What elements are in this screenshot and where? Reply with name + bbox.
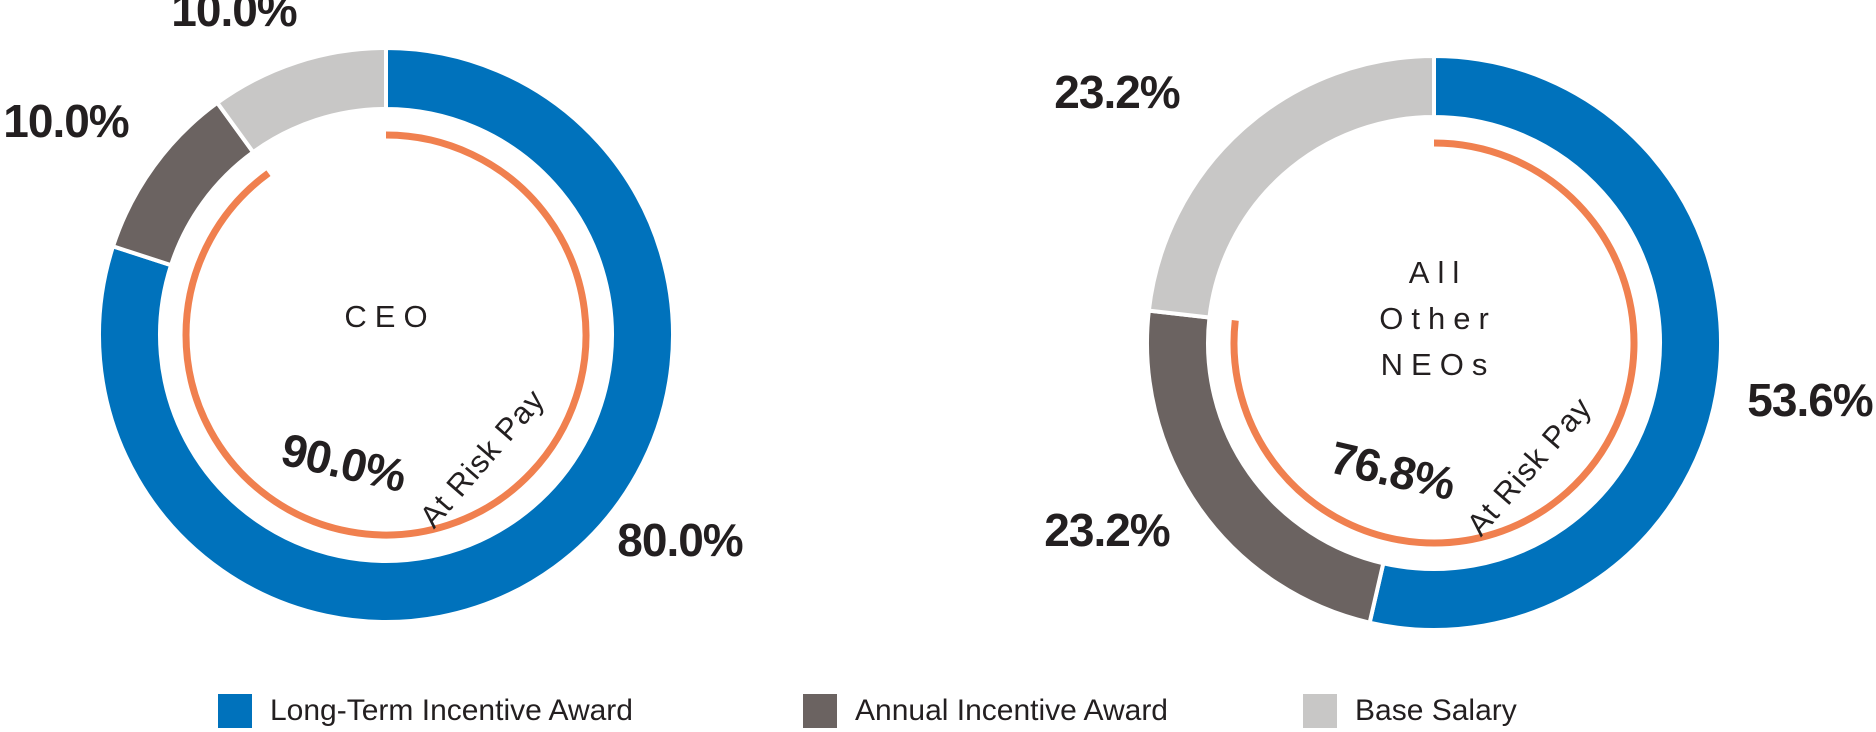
donut-1-center-title: Other [1379,301,1497,336]
donut-0-slice-0 [97,45,675,624]
donut-1-slice-0 [1367,53,1723,632]
donut-1-slice-label-2: 23.2% [1054,66,1180,118]
donut-0-slice-label-0: 80.0% [617,514,743,566]
legend-swatch-lti [218,694,252,728]
legend-item-salary: Base Salary [1303,690,1517,732]
donut-0-slice-1 [110,100,256,268]
donut-1-center-title: All [1409,255,1467,290]
donut-0-at-risk-arc [182,131,590,539]
legend: Long-Term Incentive Award Annual Incenti… [0,690,1876,732]
donut-1-center-title: NEOs [1381,347,1496,382]
donut-0-center-title: CEO [344,299,435,334]
legend-swatch-aia [803,694,837,728]
legend-label-lti: Long-Term Incentive Award [270,694,633,727]
donut-1-slice-label-1: 23.2% [1044,504,1170,556]
donut-1-at-risk-arc [1230,139,1638,547]
donut-0-slice-2 [214,45,388,155]
donut-1-at-risk-value: 76.8% [1326,431,1460,510]
legend-label-aia: Annual Incentive Award [855,694,1168,727]
legend-swatch-salary [1303,694,1337,728]
donut-0-at-risk-value: 90.0% [277,423,411,502]
legend-label-salary: Base Salary [1355,694,1517,727]
legend-item-lti: Long-Term Incentive Award [218,690,633,732]
donut-1-slice-2 [1146,53,1436,320]
legend-item-aia: Annual Incentive Award [803,690,1168,732]
donut-0-slice-label-2: 10.0% [171,0,297,36]
donut-0-slice-label-1: 10.0% [3,95,129,147]
donut-1-slice-label-0: 53.6% [1747,374,1873,426]
